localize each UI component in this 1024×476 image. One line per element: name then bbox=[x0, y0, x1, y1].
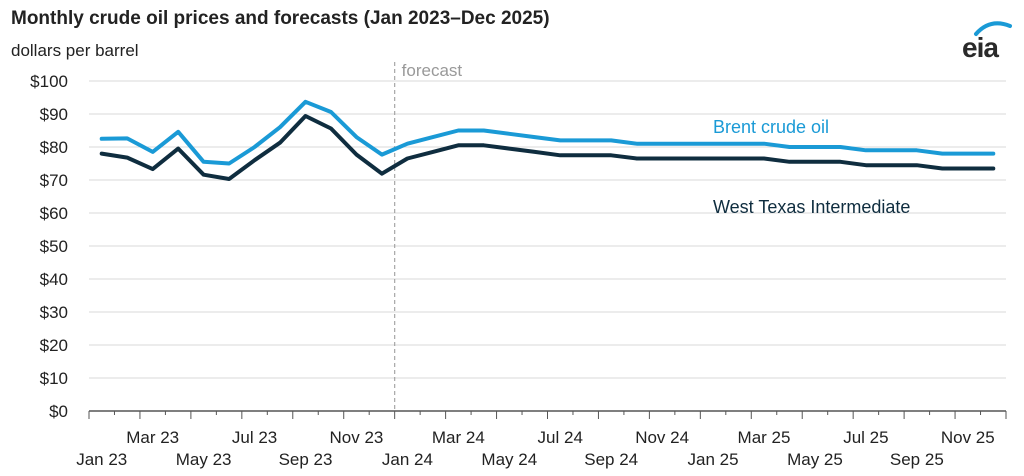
y-tick-label: $40 bbox=[40, 270, 68, 289]
x-tick-label: Sep 23 bbox=[279, 450, 333, 469]
y-axis-unit-label: dollars per barrel bbox=[11, 41, 139, 60]
series-label: Brent crude oil bbox=[713, 117, 829, 137]
y-tick-label: $70 bbox=[40, 171, 68, 190]
y-tick-label: $90 bbox=[40, 105, 68, 124]
x-tick-label: Nov 24 bbox=[635, 428, 689, 447]
series-labels: Brent crude oil West Texas Intermediate bbox=[713, 117, 910, 217]
series-lines bbox=[99, 99, 996, 181]
x-tick-label: May 23 bbox=[176, 450, 232, 469]
eia-logo-text: eia bbox=[962, 32, 999, 63]
x-tick-label: Jan 24 bbox=[382, 450, 433, 469]
series-line-brent-crude-oil bbox=[99, 99, 996, 166]
x-tick-label: May 25 bbox=[787, 450, 843, 469]
y-tick-label: $10 bbox=[40, 369, 68, 388]
gridlines bbox=[89, 80, 1006, 379]
y-tick-label: $60 bbox=[40, 204, 68, 223]
x-axis: Mar 23 Jul 23 Nov 23 Mar 24 Jul 24 Nov 24 Mar … bbox=[76, 410, 1007, 469]
series-label: West Texas Intermediate bbox=[713, 197, 910, 217]
x-tick-label: Nov 25 bbox=[941, 428, 995, 447]
x-tick-label: Jan 25 bbox=[688, 450, 739, 469]
y-tick-label: $80 bbox=[40, 138, 68, 157]
y-tick-label: $100 bbox=[30, 72, 68, 91]
y-tick-label: $0 bbox=[49, 402, 68, 421]
series-line-west-texas-intermediate bbox=[99, 114, 996, 181]
y-tick-label: $20 bbox=[40, 336, 68, 355]
eia-logo: eia bbox=[962, 20, 1014, 64]
x-tick-label: Mar 25 bbox=[738, 428, 791, 447]
x-tick-label: Jan 23 bbox=[76, 450, 127, 469]
x-tick-label: Sep 24 bbox=[584, 450, 638, 469]
x-tick-label: Mar 24 bbox=[432, 428, 485, 447]
x-tick-label: Nov 23 bbox=[330, 428, 384, 447]
x-tick-label: Sep 25 bbox=[890, 450, 944, 469]
x-tick-label: Mar 23 bbox=[126, 428, 179, 447]
y-axis-ticks: $0 $10 $20 $30 $40 $50 $60 $70 $80 $90 $100 bbox=[30, 72, 68, 421]
eia-logo-swoosh-icon bbox=[974, 21, 1012, 36]
y-tick-label: $30 bbox=[40, 303, 68, 322]
chart-title: Monthly crude oil prices and forecasts (… bbox=[11, 8, 550, 29]
forecast-label: forecast bbox=[402, 61, 463, 80]
x-tick-label: Jul 24 bbox=[538, 428, 583, 447]
x-tick-label: Jul 23 bbox=[232, 428, 277, 447]
x-tick-label: Jul 25 bbox=[843, 428, 888, 447]
y-tick-label: $50 bbox=[40, 237, 68, 256]
x-tick-label: May 24 bbox=[481, 450, 537, 469]
forecast-marker: forecast bbox=[394, 61, 463, 411]
